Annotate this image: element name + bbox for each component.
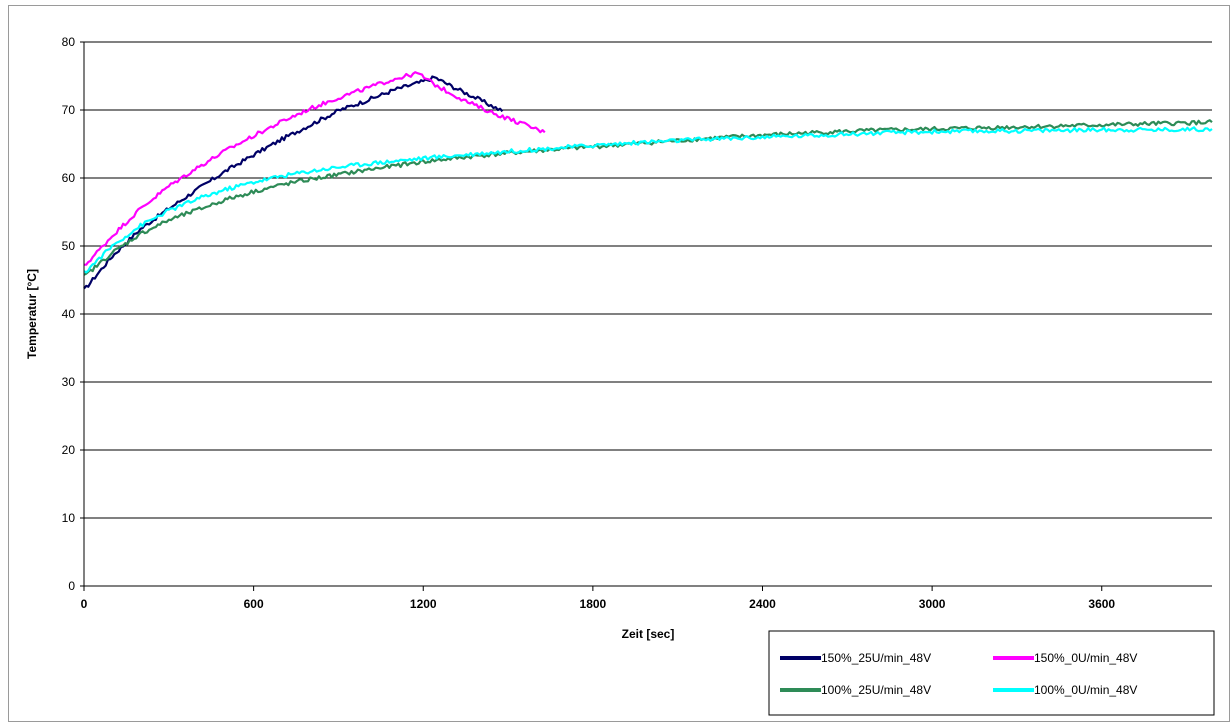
- x-tick-labels: 0 600 1200 1800 2400 3000 3600: [81, 597, 1116, 611]
- series-line-3: [83, 126, 1213, 274]
- chart-frame: [8, 5, 1230, 722]
- y-tick-label-6: 60: [62, 171, 76, 185]
- legend: 150%_25U/min_48V 150%_0U/min_48V 100%_25U/…: [768, 630, 1215, 716]
- series-line-0: [83, 75, 504, 290]
- x-axis-label: Zeit [sec]: [622, 627, 675, 641]
- axes: [80, 41, 1212, 591]
- y-axis-label: Temperatur [°C]: [25, 269, 39, 359]
- legend-label-1: 150%_0U/min_48V: [1034, 651, 1137, 665]
- legend-box: [768, 630, 1215, 716]
- series-lines: [83, 71, 1213, 290]
- legend-label-0: 150%_25U/min_48V: [821, 651, 931, 665]
- y-tick-label-1: 10: [62, 511, 76, 525]
- y-tick-label-0: 0: [68, 579, 75, 593]
- series-line-1: [84, 71, 546, 266]
- x-tick-label-5: 3000: [919, 597, 946, 611]
- legend-label-2: 100%_25U/min_48V: [821, 683, 931, 697]
- x-tick-label-0: 0: [81, 597, 88, 611]
- x-tick-label-3: 1800: [580, 597, 607, 611]
- y-tick-label-2: 20: [62, 443, 76, 457]
- gridlines: [84, 41, 1212, 587]
- x-tick-label-2: 1200: [410, 597, 437, 611]
- y-tick-label-5: 50: [62, 239, 76, 253]
- y-tick-label-3: 30: [62, 375, 76, 389]
- x-tick-label-1: 600: [244, 597, 264, 611]
- x-tick-label-6: 3600: [1088, 597, 1115, 611]
- legend-label-3: 100%_0U/min_48V: [1034, 683, 1137, 697]
- x-tick-label-4: 2400: [749, 597, 776, 611]
- y-tick-label-4: 40: [62, 307, 76, 321]
- y-tick-label-8: 80: [62, 35, 76, 49]
- y-tick-label-7: 70: [62, 103, 76, 117]
- y-tick-labels: 0 10 20 30 40 50 60 70 80: [62, 35, 76, 593]
